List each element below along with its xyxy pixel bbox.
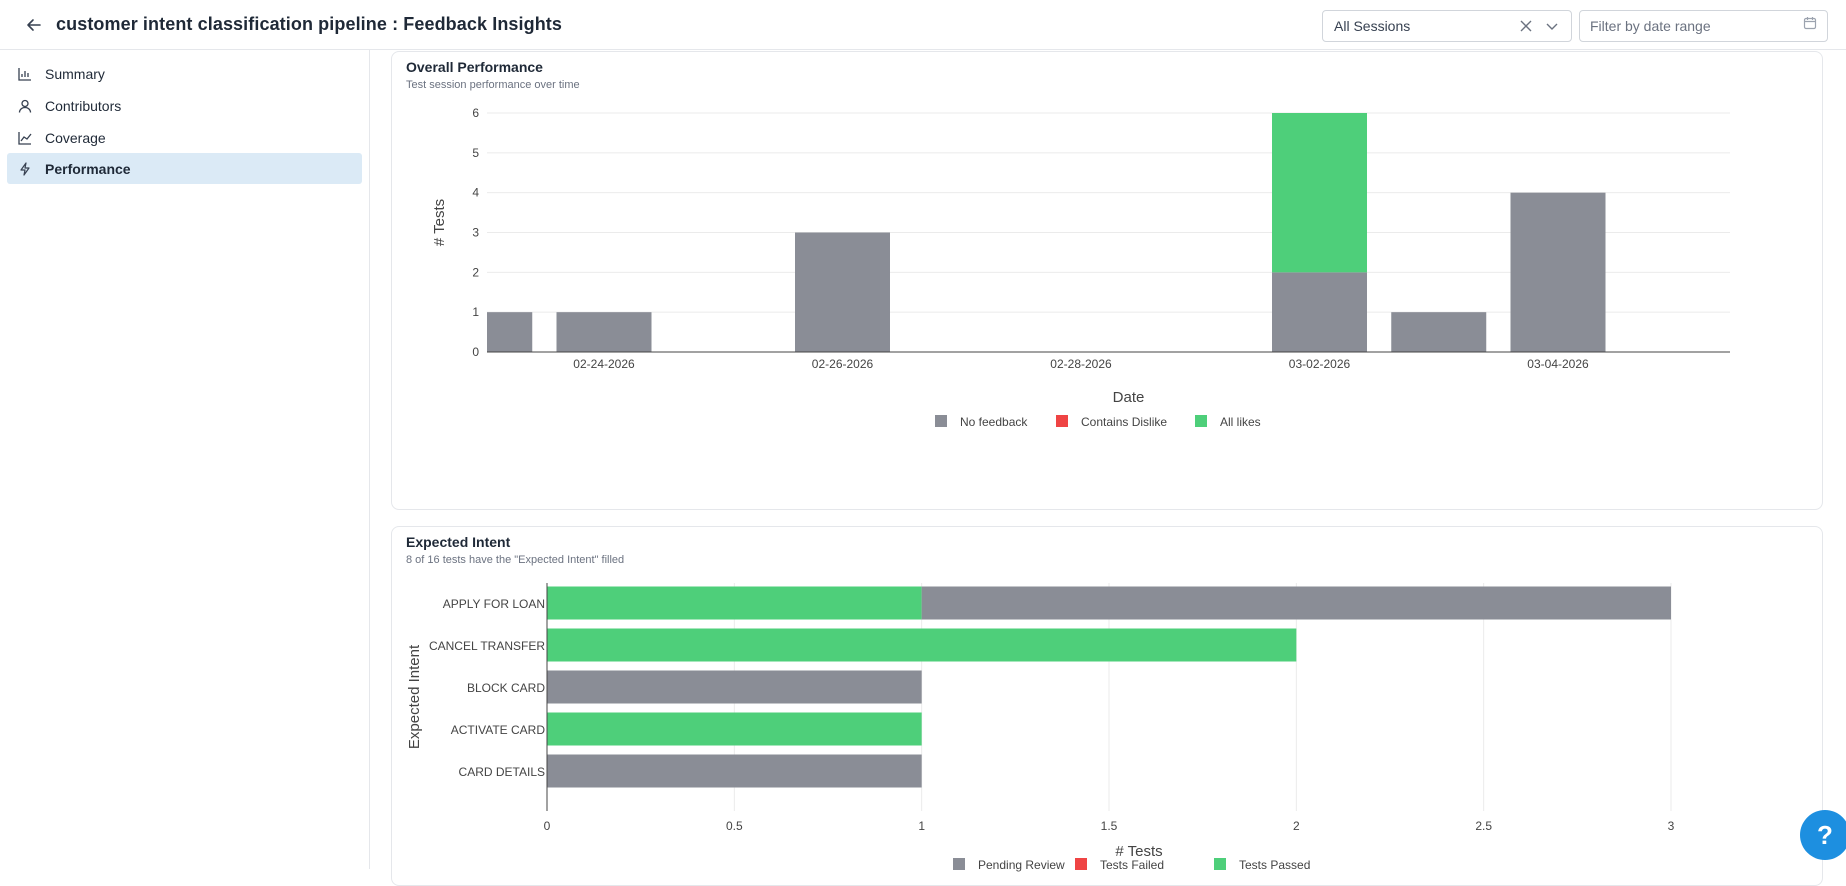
calendar-icon[interactable] (1803, 16, 1817, 35)
chevron-down-icon[interactable] (1545, 20, 1559, 36)
x-tick-label: 03-04-2026 (1527, 357, 1589, 371)
x-tick-label: 3 (1668, 819, 1675, 833)
sidebar-item-label: Coverage (45, 129, 106, 146)
expected-intent-card: Expected Intent 8 of 16 tests have the "… (391, 526, 1823, 886)
y-tick-label: 3 (472, 226, 479, 240)
y-tick-label: 4 (472, 186, 479, 200)
close-icon[interactable] (1519, 19, 1533, 36)
arrow-left-icon (27, 19, 41, 31)
performance-chart: 0 1 2 3 4 5 6 02-24-2026 02-26-2026 02-28-2026 03-… (431, 106, 1730, 429)
page-title: customer intent classification pipeline … (56, 14, 563, 34)
y-axis-title: Expected Intent (406, 644, 423, 749)
y-tick-label: 0 (472, 345, 479, 359)
sidebar-item-coverage[interactable]: Coverage (7, 122, 362, 153)
card-title: Expected Intent (406, 534, 511, 550)
expected-intent-chart: 0 0.5 1 1.5 2 2.5 3 APPLY FOR LOAN CANCEL TRANSF… (406, 583, 1675, 872)
y-tick-label: CANCEL TRANSFER (429, 639, 545, 653)
y-tick-label: 6 (472, 106, 479, 120)
x-tick-label: 03-02-2026 (1289, 357, 1351, 371)
header-bar: customer intent classification pipeline … (0, 0, 1846, 50)
x-axis-title: # Tests (1115, 843, 1162, 860)
bar-segment (1272, 113, 1367, 273)
bar-segment (1272, 272, 1367, 352)
bar-segment (487, 312, 533, 352)
bar-segment (1391, 312, 1487, 352)
legend-label: Tests Passed (1239, 858, 1310, 872)
lightning-icon (17, 161, 33, 177)
sidebar-item-label: Contributors (45, 97, 122, 114)
legend-label: Tests Failed (1100, 858, 1164, 872)
card-subtitle: Test session performance over time (406, 79, 580, 91)
sidebar-item-label: Summary (45, 65, 105, 82)
x-tick-label: 02-26-2026 (812, 357, 874, 371)
y-tick-label: BLOCK CARD (467, 681, 545, 695)
x-tick-label: 1 (918, 819, 925, 833)
legend-label: All likes (1220, 415, 1261, 429)
legend-swatch (1214, 858, 1226, 870)
card-title: Overall Performance (406, 59, 543, 75)
y-tick-label: 5 (472, 146, 479, 160)
help-button[interactable]: ? (1800, 810, 1846, 860)
back-button[interactable] (22, 13, 46, 37)
session-select-value: All Sessions (1334, 18, 1411, 34)
bar-chart-icon (17, 66, 33, 82)
bar-segment (547, 586, 922, 620)
sidebar: Summary Contributors Coverage Performanc… (0, 50, 370, 869)
y-axis-title: # Tests (431, 199, 448, 246)
bar-segment (547, 670, 922, 704)
y-tick-label: 1 (472, 305, 479, 319)
bar-segment (547, 712, 922, 746)
legend-swatch (1056, 415, 1068, 427)
bar-segment (1510, 192, 1606, 352)
x-axis-title: Date (1113, 389, 1145, 406)
bar-segment (547, 754, 922, 788)
legend-swatch (1195, 415, 1207, 427)
session-select[interactable]: All Sessions (1322, 10, 1572, 42)
legend-swatch (953, 858, 965, 870)
bar-segment (795, 232, 890, 352)
legend-label: No feedback (960, 415, 1028, 429)
x-tick-label: 0 (544, 819, 551, 833)
legend-swatch (935, 415, 947, 427)
y-tick-label: CARD DETAILS (459, 765, 545, 779)
card-subtitle: 8 of 16 tests have the "Expected Intent"… (406, 554, 625, 566)
line-chart-icon (17, 130, 33, 146)
overall-performance-card: Overall Performance Test session perform… (391, 51, 1823, 510)
legend-label: Contains Dislike (1081, 415, 1167, 429)
legend-swatch (1075, 858, 1087, 870)
user-icon (17, 98, 33, 114)
y-tick-label: 2 (472, 265, 479, 279)
date-range-input[interactable] (1579, 10, 1828, 42)
x-tick-label: 2 (1293, 819, 1300, 833)
x-tick-label: 0.5 (726, 819, 743, 833)
sidebar-item-label: Performance (45, 160, 131, 177)
legend-label: Pending Review (978, 858, 1065, 872)
y-tick-label: ACTIVATE CARD (451, 723, 546, 737)
bar-segment (547, 628, 1297, 662)
x-tick-label: 02-24-2026 (573, 357, 635, 371)
sidebar-item-contributors[interactable]: Contributors (7, 90, 362, 121)
bar-segment (921, 586, 1671, 620)
x-tick-label: 1.5 (1101, 819, 1118, 833)
bar-segment (556, 312, 652, 352)
y-tick-label: APPLY FOR LOAN (443, 597, 545, 611)
x-tick-label: 2.5 (1475, 819, 1492, 833)
x-tick-label: 02-28-2026 (1050, 357, 1112, 371)
sidebar-item-summary[interactable]: Summary (7, 58, 362, 89)
sidebar-item-performance[interactable]: Performance (7, 153, 362, 184)
